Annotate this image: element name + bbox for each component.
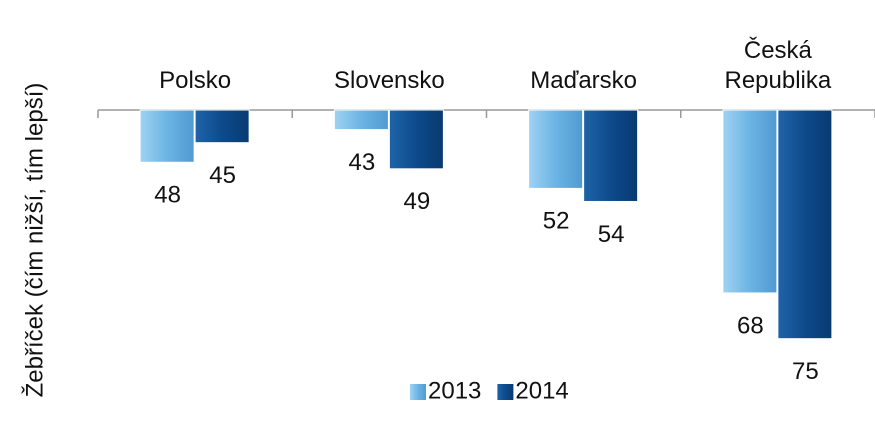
x-tick-label: Slovensko — [334, 67, 445, 94]
bar — [139, 109, 195, 163]
data-label: 45 — [209, 162, 236, 189]
data-label: 68 — [737, 312, 764, 339]
legend-label: 2014 — [515, 377, 568, 404]
bar — [333, 109, 389, 131]
legend-swatch — [497, 384, 514, 400]
data-label: 52 — [543, 208, 570, 235]
x-tick-label: Polsko — [159, 67, 232, 94]
bar — [528, 109, 584, 189]
bar — [777, 109, 833, 340]
data-label: 54 — [598, 221, 625, 248]
x-tick-label: Maďarsko — [530, 67, 638, 94]
data-label: 49 — [404, 188, 431, 215]
x-tick-label: Česká Republika — [724, 37, 832, 94]
bar — [722, 109, 778, 294]
legend-swatch — [410, 384, 426, 400]
legend-label: 2013 — [428, 377, 481, 404]
bar — [388, 109, 444, 170]
y-axis-label: Žebříček (čím nižší, tím lepší) — [21, 83, 48, 398]
bar — [194, 109, 250, 144]
data-label: 75 — [792, 358, 819, 385]
bar — [583, 109, 639, 202]
data-label: 48 — [154, 182, 181, 209]
data-label: 43 — [349, 149, 376, 176]
